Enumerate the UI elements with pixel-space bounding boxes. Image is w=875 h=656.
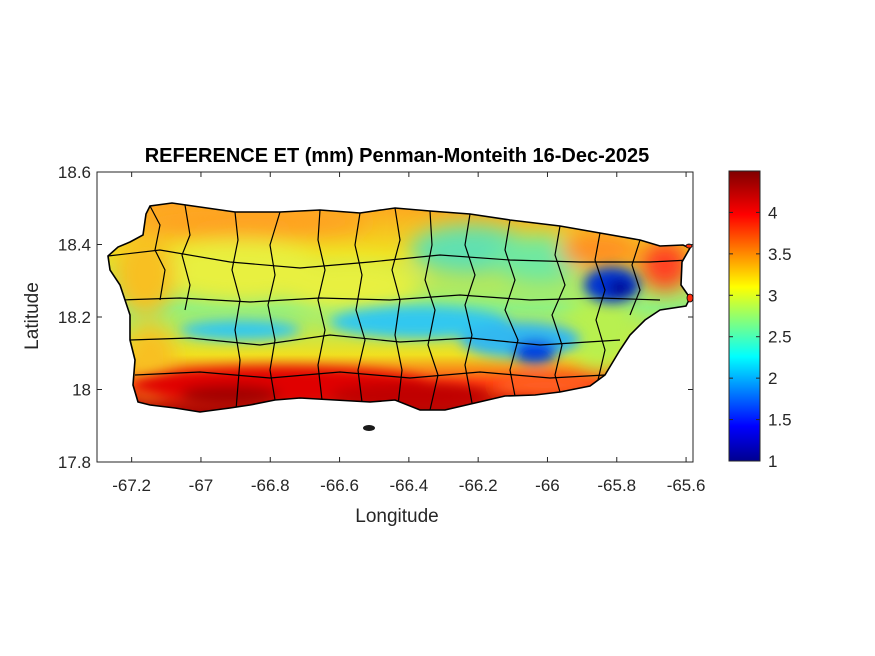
colorbar-tick-label: 2.5 (768, 328, 792, 347)
y-axis: 18.6 18.4 18.2 18 17.8 (58, 163, 693, 472)
x-tick-label: -66.2 (459, 476, 498, 495)
colorbar-tick-label: 4 (768, 203, 777, 222)
x-tick-label: -67 (189, 476, 214, 495)
x-axis: -67.2 -67 -66.8 -66.6 -66.4 -66.2 -66 -65.8 -65.… (112, 172, 705, 495)
y-tick-label: 18.4 (58, 236, 91, 255)
x-tick-label: -66 (535, 476, 560, 495)
colorbar-tick-label: 3 (768, 286, 777, 305)
x-tick-label: -66.8 (251, 476, 290, 495)
x-tick-label: -66.4 (389, 476, 428, 495)
colorbar-tick-label: 3.5 (768, 245, 792, 264)
y-tick-label: 17.8 (58, 453, 91, 472)
x-tick-label: -67.2 (112, 476, 151, 495)
y-tick-label: 18.6 (58, 163, 91, 182)
caja-de-muertos-island (363, 425, 375, 431)
colorbar-tick-label: 1 (768, 452, 777, 471)
x-tick-label: -66.6 (320, 476, 359, 495)
islet-east (686, 293, 694, 303)
x-tick-label: -65.8 (597, 476, 636, 495)
colorbar-ticks: 4 3.5 3 2.5 2 1.5 1 (729, 203, 792, 471)
colorbar-tick-label: 2 (768, 369, 777, 388)
x-axis-label: Longitude (355, 506, 438, 527)
y-tick-label: 18 (72, 381, 91, 400)
y-axis-label: Latitude (22, 282, 43, 350)
municipality-boundaries (108, 204, 690, 411)
chart-title: REFERENCE ET (mm) Penman-Monteith 16-Dec… (145, 145, 650, 167)
y-tick-label: 18.2 (58, 308, 91, 327)
colorbar-tick-label: 1.5 (768, 411, 792, 430)
colorbar (728, 170, 761, 462)
x-tick-label: -65.6 (667, 476, 706, 495)
